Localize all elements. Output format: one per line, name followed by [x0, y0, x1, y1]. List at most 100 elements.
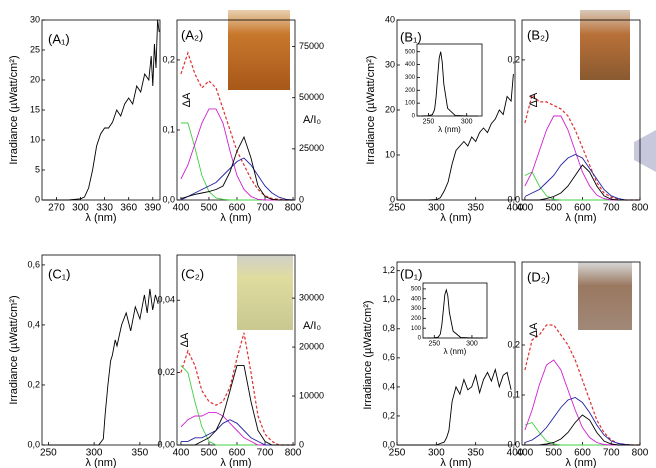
y-tick-label: 0,00 [157, 439, 175, 449]
y-axis-label: ΔA [179, 332, 191, 347]
plot-frame [41, 254, 161, 446]
panel-label: (B₂) [527, 27, 549, 42]
y2-tick-label: 75000 [299, 41, 324, 51]
y-axis-label: Irradiance (µWatt/cm²) [365, 55, 377, 164]
y-tick-label: 0,2 [382, 410, 395, 420]
series-line [48, 288, 159, 446]
y-tick-label: 100 [405, 101, 416, 107]
x-tick-label: 350 [132, 448, 149, 459]
y-tick-label: 200 [411, 316, 422, 322]
x-axis-label: λ (nm) [565, 212, 596, 224]
y-tick-label: 40 [385, 14, 395, 24]
x-tick-label: 800 [632, 448, 649, 459]
sample-photo [237, 255, 293, 330]
x-tick-label: 300 [428, 448, 445, 459]
y2-tick-label: 25000 [299, 143, 324, 153]
series-line [426, 288, 484, 339]
y-tick-label: 20 [30, 74, 40, 84]
series-line [180, 411, 293, 446]
x-tick-label: 400 [173, 448, 190, 459]
x-tick-label: 300 [461, 118, 473, 125]
x-tick-label: 300 [72, 203, 89, 214]
series-line [180, 419, 293, 446]
y-tick-label: 0,02 [157, 367, 175, 377]
y2-tick-label: 20000 [299, 341, 324, 351]
series-line [180, 108, 293, 201]
y-tick-label: 400 [411, 296, 422, 302]
y-tick-label: 20 [385, 104, 395, 114]
plot-frame [396, 261, 516, 446]
panel-label: (B₁) [400, 29, 422, 44]
x-tick-label: 350 [467, 448, 484, 459]
y-tick-label: 0,2 [27, 379, 40, 389]
sample-photo [578, 262, 632, 330]
y2-tick-label: 0 [299, 194, 304, 204]
series-line [180, 364, 293, 446]
series-line [180, 332, 293, 446]
x-tick-label: 250 [428, 340, 440, 347]
sample-photo [580, 10, 630, 80]
x-axis-label: λ (nm) [220, 457, 251, 468]
y-axis-label: Irradiance (µWatt/cm²) [362, 300, 374, 409]
series-line [524, 171, 640, 201]
x-tick-label: 600 [229, 203, 246, 214]
x-tick-label: 600 [574, 448, 591, 459]
y-tick-label: 0,04 [157, 295, 175, 305]
series-line [524, 324, 640, 446]
panel-label: (D₁) [400, 266, 422, 281]
x-tick-label: 270 [48, 203, 65, 214]
x-axis-label: λ (nm) [438, 125, 461, 134]
series-line [420, 51, 479, 117]
x-tick-label: 400 [507, 448, 524, 459]
plot-frame [396, 19, 516, 201]
y2-tick-label: 50000 [299, 92, 324, 102]
y2-tick-label: 0 [299, 439, 304, 449]
x-tick-label: 700 [603, 448, 620, 459]
x-tick-label: 600 [229, 448, 246, 459]
x-tick-label: 250 [423, 118, 435, 125]
y-tick-label: 0,2 [162, 54, 175, 64]
y-tick-label: 300 [411, 306, 422, 312]
x-tick-label: 700 [257, 448, 274, 459]
series-line [524, 153, 640, 201]
y-tick-label: 500 [411, 286, 422, 292]
y-tick-label: 0 [418, 336, 422, 342]
y-axis-label: Irradiance (µWatt/cm²) [8, 55, 20, 164]
series-line [397, 73, 514, 201]
x-tick-label: 400 [507, 203, 524, 214]
x-axis-label: λ (nm) [444, 347, 467, 356]
y-tick-label: 5 [35, 164, 40, 174]
series-line [180, 135, 293, 201]
y-tick-label: 0,0 [507, 194, 520, 204]
y-tick-label: 30 [385, 59, 395, 69]
x-tick-label: 500 [201, 448, 218, 459]
y-tick-label: 0,0 [382, 439, 395, 449]
x-axis-label: λ (nm) [440, 457, 471, 468]
x-tick-label: 300 [86, 448, 103, 459]
y2-axis-label: A/I₀ [303, 320, 321, 332]
x-axis-label: λ (nm) [440, 212, 471, 224]
x-tick-label: 330 [96, 203, 113, 214]
y-tick-label: 0,4 [27, 319, 40, 329]
series-line [524, 164, 640, 201]
series-line [524, 414, 640, 446]
y-tick-label: 0,1 [507, 389, 520, 399]
y-tick-label: 0 [390, 194, 395, 204]
series-line [524, 396, 640, 446]
panel-label: (A₂) [181, 27, 203, 42]
y-tick-label: 10 [30, 134, 40, 144]
y-tick-label: 0,0 [162, 194, 175, 204]
plot-frame [416, 43, 483, 117]
y-tick-label: 100 [411, 326, 422, 332]
y-tick-label: 15 [30, 104, 40, 114]
x-tick-label: 400 [517, 448, 534, 459]
y-tick-label: 0 [35, 194, 40, 204]
panel-label: (C₂) [181, 266, 204, 281]
y-tick-label: 25 [30, 44, 40, 54]
y-tick-label: 0 [412, 114, 416, 120]
y-tick-label: 0,2 [507, 54, 520, 64]
y-tick-label: 0,1 [162, 124, 175, 134]
series-line [397, 367, 512, 446]
y2-axis-label: A/I₀ [303, 114, 321, 126]
